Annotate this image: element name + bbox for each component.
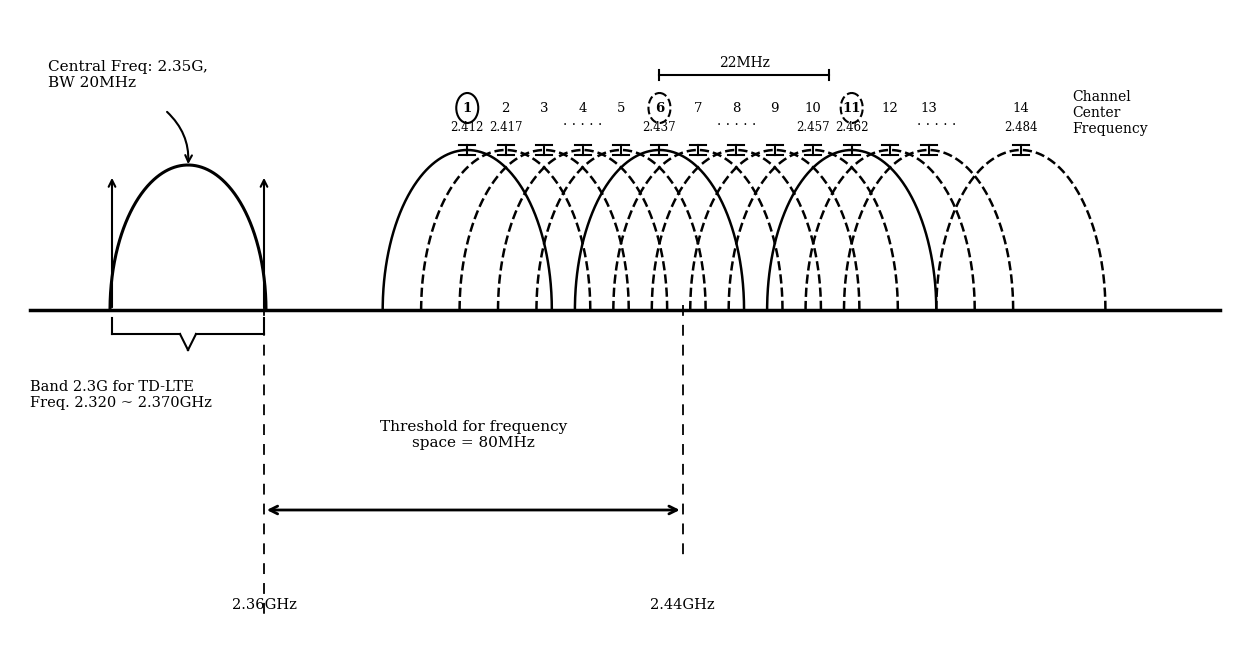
Text: 10: 10 xyxy=(805,101,822,115)
Text: · · · · ·: · · · · · xyxy=(916,118,956,132)
Text: 6: 6 xyxy=(655,101,665,115)
Text: 2.36GHz: 2.36GHz xyxy=(232,598,296,612)
Text: 2.462: 2.462 xyxy=(835,121,868,134)
Text: 4: 4 xyxy=(578,101,587,115)
Text: 22MHz: 22MHz xyxy=(719,56,770,70)
Text: Channel
Center
Frequency: Channel Center Frequency xyxy=(1073,90,1147,136)
Text: 2.412: 2.412 xyxy=(450,121,484,134)
Text: 5: 5 xyxy=(616,101,625,115)
Text: Central Freq: 2.35G,
BW 20MHz: Central Freq: 2.35G, BW 20MHz xyxy=(48,60,208,90)
Text: 12: 12 xyxy=(882,101,899,115)
Text: 2.457: 2.457 xyxy=(796,121,830,134)
Text: 2.417: 2.417 xyxy=(489,121,522,134)
Text: 13: 13 xyxy=(920,101,937,115)
Text: 14: 14 xyxy=(1013,101,1029,115)
Text: · · · · ·: · · · · · xyxy=(563,118,603,132)
Text: Threshold for frequency
space = 80MHz: Threshold for frequency space = 80MHz xyxy=(379,420,567,450)
Text: 2: 2 xyxy=(501,101,510,115)
Text: Band 2.3G for TD-LTE
Freq. 2.320 ~ 2.370GHz: Band 2.3G for TD-LTE Freq. 2.320 ~ 2.370… xyxy=(30,380,212,410)
Text: 1: 1 xyxy=(463,101,472,115)
Text: 2.437: 2.437 xyxy=(642,121,676,134)
Text: 7: 7 xyxy=(693,101,702,115)
Text: 3: 3 xyxy=(539,101,548,115)
Text: 9: 9 xyxy=(770,101,779,115)
Text: 2.484: 2.484 xyxy=(1004,121,1038,134)
Text: · · · · ·: · · · · · xyxy=(717,118,756,132)
Text: 8: 8 xyxy=(732,101,740,115)
Text: 11: 11 xyxy=(842,101,861,115)
Text: 2.44GHz: 2.44GHz xyxy=(650,598,714,612)
